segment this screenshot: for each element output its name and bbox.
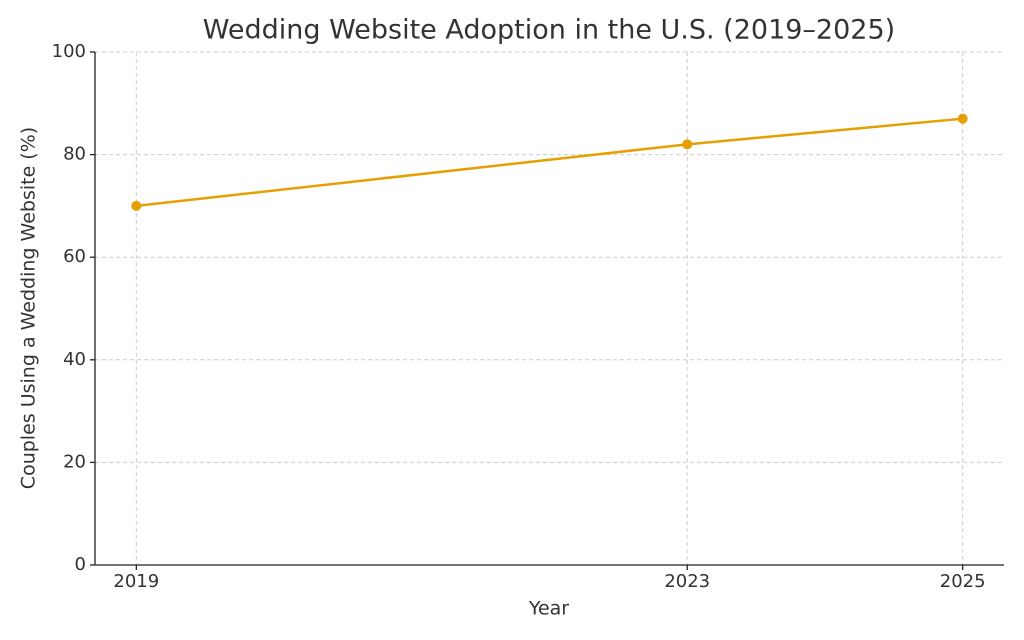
x-tick-label: 2023 [664, 571, 710, 592]
y-tick-label: 60 [63, 246, 86, 267]
y-tick-label: 40 [63, 349, 86, 370]
x-tick-label: 2025 [940, 571, 986, 592]
point [957, 113, 968, 124]
y-tick-label: 100 [52, 41, 86, 62]
y-tick-label: 0 [75, 554, 86, 575]
x-tick-label: 2019 [113, 571, 159, 592]
point [682, 139, 693, 150]
point [131, 200, 142, 211]
chart-title: Wedding Website Adoption in the U.S. (20… [203, 15, 895, 46]
y-axis-label: Couples Using a Wedding Website (%) [18, 127, 40, 489]
y-tick-label: 80 [63, 144, 86, 165]
x-axis-label: Year [528, 598, 569, 620]
y-tick-label: 20 [63, 451, 86, 472]
line [136, 117, 963, 208]
